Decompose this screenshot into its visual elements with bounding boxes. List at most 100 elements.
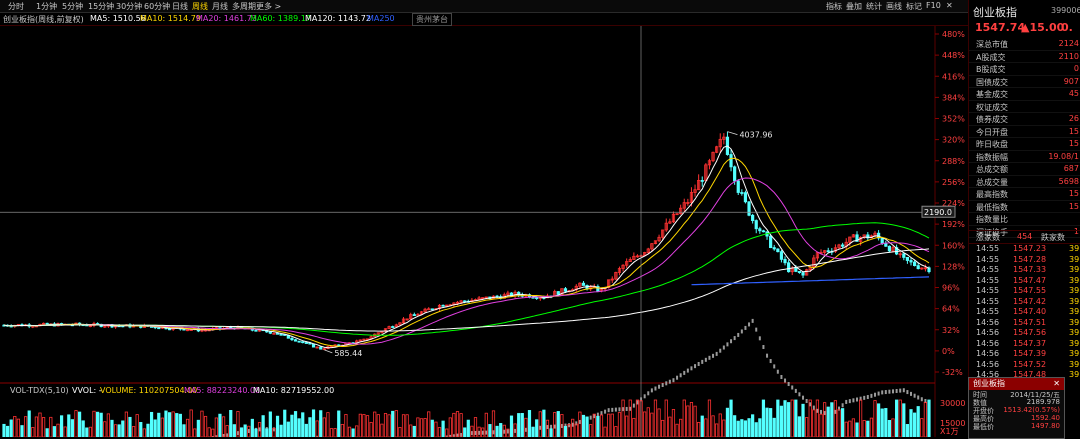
overlay-mark: [690, 366, 692, 370]
stat-label: B股成交: [976, 64, 1006, 75]
candle-body: [913, 262, 915, 266]
volume-bar: [877, 404, 879, 437]
tick-time: 14:55: [976, 244, 999, 253]
volume-bar: [420, 419, 422, 437]
candle-body: [917, 266, 919, 269]
volume-bar: [219, 414, 221, 437]
tab-period-0[interactable]: 分时: [8, 1, 24, 12]
popup-close-icon[interactable]: ✕: [1053, 378, 1060, 390]
volume-bar: [392, 411, 394, 437]
candle-body: [276, 333, 278, 334]
tab-period-8[interactable]: 月线: [212, 1, 228, 12]
volume-bar: [499, 423, 501, 437]
stat-value: 2124: [1059, 39, 1079, 48]
overlay-mark: [672, 378, 674, 382]
candlestick-chart[interactable]: 480%448%416%384%352%320%288%256%224%192%…: [0, 26, 968, 437]
overlay-mark: [716, 352, 718, 356]
volume-bar: [71, 420, 73, 437]
volume-bar: [744, 421, 746, 437]
volume-bar: [525, 418, 527, 437]
volume-bar: [550, 429, 552, 437]
volume-bar: [46, 429, 48, 437]
ma10-line: [4, 158, 929, 346]
volume-bar: [719, 414, 721, 437]
tab-period-7[interactable]: 周线: [192, 1, 208, 12]
overlay-mark: [633, 404, 635, 408]
overlay-mark: [460, 433, 462, 437]
ma60-line: [4, 223, 929, 335]
volume-bar: [737, 421, 739, 437]
volume-bar: [906, 424, 908, 437]
overlay-mark: [636, 400, 638, 404]
ma-legend: 创业板指(周线,前复权) MA5: 1510.56 MA10: 1514.79 …: [0, 13, 968, 26]
volume-bar: [607, 414, 609, 437]
tab-period-10[interactable]: 更多 >: [256, 1, 281, 12]
volume-bar: [107, 414, 109, 437]
candle-body: [255, 330, 257, 331]
y-tick-label: 192%: [942, 220, 965, 229]
stat-label: 债券成交: [976, 114, 1008, 125]
volume-bar: [881, 409, 883, 437]
volume-bar: [510, 416, 512, 437]
tab-period-1[interactable]: 1分钟: [36, 1, 57, 12]
volume-bar: [147, 424, 149, 437]
overlay-mark: [719, 349, 721, 353]
volume-bar: [888, 420, 890, 437]
volume-bar: [388, 415, 390, 437]
tab-period-6[interactable]: 日线: [172, 1, 188, 12]
tick-time: 14:56: [976, 349, 999, 358]
volume-bar: [870, 418, 872, 437]
volume-bar: [910, 410, 912, 437]
overlay-mark: [626, 407, 628, 411]
tool-stats[interactable]: 统计: [866, 1, 882, 12]
volume-bar: [118, 425, 120, 437]
volume-bar: [679, 419, 681, 437]
stat-value: 26: [1069, 114, 1079, 123]
volume-bar: [791, 400, 793, 437]
tool-f10[interactable]: F10: [926, 1, 941, 10]
chart-title: 创业板指(周线,前复权): [3, 14, 84, 25]
overlay-tag[interactable]: 贵州茅台: [412, 13, 452, 26]
tool-draw[interactable]: 画线: [886, 1, 902, 12]
tool-mark[interactable]: 标记: [906, 1, 922, 12]
overlay-mark: [676, 376, 678, 380]
volume-bar: [571, 419, 573, 437]
volume-bar: [17, 419, 19, 437]
volume-bar: [161, 418, 163, 437]
tool-overlay[interactable]: 叠加: [846, 1, 862, 12]
tick-volume: 39: [1069, 349, 1079, 358]
volume-bar: [521, 413, 523, 437]
volume-bar: [197, 420, 199, 437]
volume-bar: [625, 416, 627, 437]
tab-period-5[interactable]: 60分钟: [144, 1, 170, 12]
tab-period-3[interactable]: 15分钟: [88, 1, 114, 12]
tick-time: 14:55: [976, 297, 999, 306]
tab-period-9[interactable]: 多周期: [232, 1, 256, 12]
y-tick-label: 352%: [942, 115, 965, 124]
tab-period-2[interactable]: 5分钟: [62, 1, 83, 12]
overlay-mark: [777, 370, 779, 374]
overlay-mark: [482, 431, 484, 435]
overlay-mark: [921, 397, 923, 401]
volume-bar: [892, 419, 894, 437]
stat-label: 最高指数: [976, 189, 1008, 200]
up-count: 454: [1017, 232, 1032, 241]
candle-body: [168, 329, 170, 330]
tick-time: 14:56: [976, 328, 999, 337]
volume-bar: [773, 418, 775, 437]
tab-period-4[interactable]: 30分钟: [116, 1, 142, 12]
tool-indicator[interactable]: 指标: [826, 1, 842, 12]
volume-bar: [636, 400, 638, 437]
close-icon[interactable]: ✕: [946, 1, 953, 10]
overlay-mark: [802, 396, 804, 400]
volume-bar: [341, 424, 343, 437]
volume-bar: [298, 419, 300, 437]
volume-bar: [309, 418, 311, 437]
popup-header: 创业板指 ✕: [969, 378, 1064, 390]
candle-body: [755, 221, 757, 229]
